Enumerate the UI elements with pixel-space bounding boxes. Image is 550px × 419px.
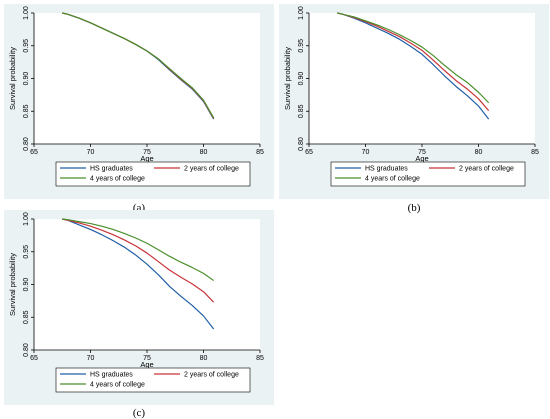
legend-label: 4 years of college xyxy=(90,176,145,183)
survival-chart: 0.80 0.85 0.90 0.95 1.00 65 70 75 80 85 Age Surviva… xyxy=(8,212,264,393)
plot-area xyxy=(34,13,260,144)
x-axis-title: Age xyxy=(415,154,428,163)
survival-chart: 0.80 0.85 0.90 0.95 1.00 65 70 75 80 85 Age Surviva… xyxy=(8,6,264,187)
legend xyxy=(55,367,251,393)
legend-label: 2 years of college xyxy=(459,166,514,173)
plot-area xyxy=(309,13,535,144)
y-tick-label: 0.85 xyxy=(23,104,30,118)
y-tick-label: 0.90 xyxy=(23,278,30,292)
x-tick-label: 70 xyxy=(87,355,95,362)
x-tick-label: 65 xyxy=(305,149,313,156)
series-line xyxy=(62,218,215,330)
x-tick-label: 80 xyxy=(475,149,483,156)
x-tick-label: 85 xyxy=(531,149,539,156)
plot-area xyxy=(34,219,260,350)
legend-label: HS graduates xyxy=(90,166,133,173)
y-axis-title: Survival probability xyxy=(283,47,292,110)
x-tick-label: 75 xyxy=(418,149,426,156)
caption-b: (b) xyxy=(407,202,421,214)
series-line xyxy=(62,12,215,119)
y-tick-label: 0.85 xyxy=(23,310,30,324)
x-tick-label: 65 xyxy=(30,149,38,156)
y-tick-label: 1.00 xyxy=(23,212,30,226)
legend-label: 2 years of college xyxy=(184,166,239,173)
series-line xyxy=(337,12,490,120)
y-tick-label: 0.90 xyxy=(23,72,30,86)
x-tick-label: 80 xyxy=(200,149,208,156)
x-tick-label: 75 xyxy=(143,149,151,156)
legend-label: HS graduates xyxy=(365,166,408,173)
series-line xyxy=(337,12,490,111)
legend-label: HS graduates xyxy=(90,372,133,379)
y-tick-label: 0.85 xyxy=(298,104,305,118)
survival-chart: 0.80 0.85 0.90 0.95 1.00 65 70 75 80 85 Age Surviva… xyxy=(283,6,539,187)
series-line xyxy=(337,12,490,104)
x-tick-label: 70 xyxy=(87,149,95,156)
y-tick-label: 0.90 xyxy=(298,72,305,86)
x-tick-label: 85 xyxy=(256,149,264,156)
series-line xyxy=(62,218,215,282)
chart-panel-c: 0.80 0.85 0.90 0.95 1.00 65 70 75 80 85 Age Surviva… xyxy=(4,210,274,405)
legend-label: 4 years of college xyxy=(90,382,145,389)
y-axis-title: Survival probability xyxy=(8,253,17,316)
x-tick-label: 75 xyxy=(143,355,151,362)
chart-panel-a: 0.80 0.85 0.90 0.95 1.00 65 70 75 80 85 Age Surviva… xyxy=(4,4,274,199)
legend-label: 4 years of college xyxy=(365,176,420,183)
legend xyxy=(330,161,526,187)
caption-c: (c) xyxy=(132,407,146,419)
y-tick-label: 0.80 xyxy=(298,137,305,151)
y-tick-label: 0.80 xyxy=(23,137,30,151)
x-axis-title: Age xyxy=(140,360,153,369)
y-tick-label: 0.80 xyxy=(23,343,30,357)
x-tick-label: 65 xyxy=(30,355,38,362)
y-axis-title: Survival probability xyxy=(8,47,17,110)
chart-panel-b: 0.80 0.85 0.90 0.95 1.00 65 70 75 80 85 Age Surviva… xyxy=(279,4,549,199)
y-tick-label: 1.00 xyxy=(23,6,30,20)
y-tick-label: 0.95 xyxy=(298,39,305,53)
y-tick-label: 0.95 xyxy=(23,39,30,53)
x-tick-label: 85 xyxy=(256,355,264,362)
legend-label: 2 years of college xyxy=(184,372,239,379)
y-tick-label: 0.95 xyxy=(23,245,30,259)
x-tick-label: 70 xyxy=(362,149,370,156)
legend xyxy=(55,161,251,187)
x-tick-label: 80 xyxy=(200,355,208,362)
series-line xyxy=(62,218,215,303)
y-tick-label: 1.00 xyxy=(298,6,305,20)
x-axis-title: Age xyxy=(140,154,153,163)
